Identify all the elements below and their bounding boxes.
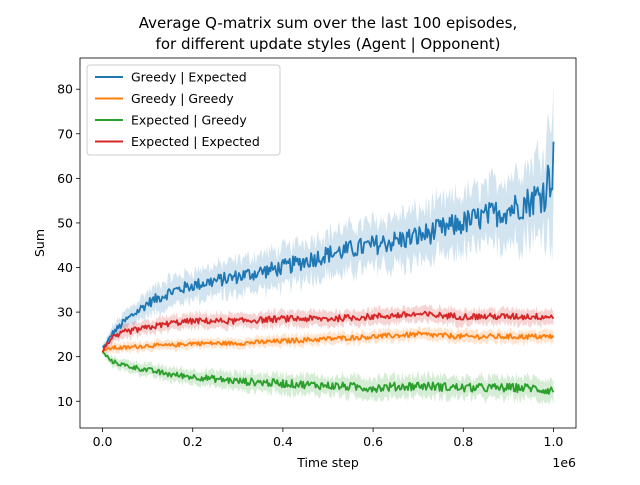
x-tick-label: 0.4 [273, 434, 293, 449]
y-tick-label: 60 [57, 171, 73, 186]
x-tick-label: 0.0 [93, 434, 113, 449]
y-tick-label: 70 [57, 126, 73, 141]
y-tick-label: 80 [57, 82, 73, 97]
band-greedy-expected [102, 83, 554, 351]
x-axis-ticks: 0.0 0.2 0.4 0.6 0.8 1.0 [93, 428, 564, 449]
x-tick-label: 0.8 [453, 434, 473, 449]
legend-label-greedy-greedy: Greedy | Greedy [131, 91, 234, 106]
legend-label-greedy-expected: Greedy | Expected [131, 70, 247, 85]
y-tick-label: 40 [57, 260, 73, 275]
x-tick-label: 0.6 [363, 434, 383, 449]
x-axis-label: Time step [296, 455, 359, 470]
band-expected-greedy [102, 349, 554, 406]
series-lines [101, 141, 555, 395]
y-axis-label: Sum [32, 229, 47, 257]
series-line-greedy-greedy [102, 330, 555, 352]
legend-label-expected-expected: Expected | Expected [131, 134, 260, 149]
legend-label-expected-greedy: Expected | Greedy [131, 113, 247, 128]
x-tick-label: 1.0 [544, 434, 564, 449]
series-line-expected-expected [101, 310, 555, 353]
y-tick-label: 20 [57, 349, 73, 364]
chart-title-line-2: for different update styles (Agent | Opp… [156, 35, 501, 53]
y-axis-ticks: 10 20 30 40 50 60 70 80 [57, 82, 80, 409]
legend-box [86, 64, 281, 156]
y-tick-label: 50 [57, 215, 73, 230]
chart-title-line-1: Average Q-matrix sum over the last 100 e… [139, 14, 517, 32]
band-expected-expected [102, 303, 554, 355]
confidence-bands [102, 83, 554, 406]
legend: Greedy | Expected Greedy | Greedy Expected… [86, 64, 281, 156]
band-greedy-greedy [102, 326, 554, 354]
x-axis-offset-text: 1e6 [552, 455, 576, 470]
series-line-expected-greedy [101, 351, 555, 395]
series-line-greedy-expected [101, 141, 555, 349]
x-tick-label: 0.2 [183, 434, 203, 449]
y-tick-label: 10 [57, 394, 73, 409]
plot-frame [79, 57, 577, 429]
y-tick-label: 30 [57, 305, 73, 320]
